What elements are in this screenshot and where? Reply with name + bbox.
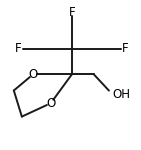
Text: OH: OH — [113, 88, 131, 101]
Text: O: O — [46, 97, 55, 110]
Text: F: F — [15, 42, 22, 55]
Text: F: F — [122, 42, 129, 55]
Text: O: O — [28, 68, 38, 81]
Text: F: F — [69, 6, 75, 19]
